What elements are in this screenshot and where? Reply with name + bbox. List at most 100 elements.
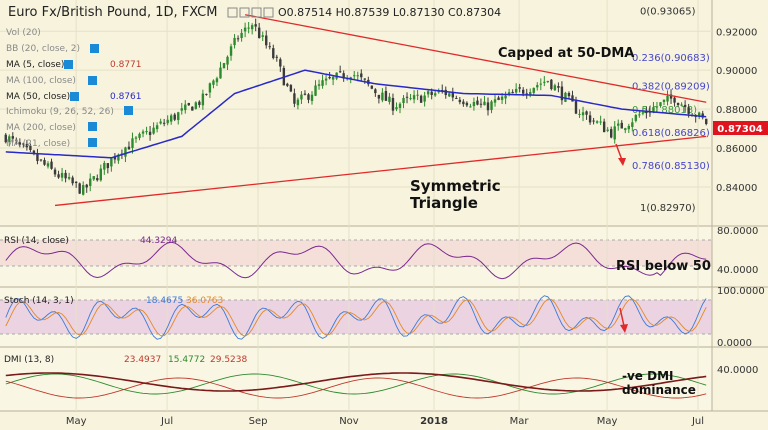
legend-ma21-eye-icon[interactable]: [88, 138, 97, 147]
triangle-trendlines[interactable]: [54, 14, 707, 207]
candles[interactable]: [4, 18, 708, 196]
candle-body-152: [539, 83, 542, 85]
candle-body-108: [384, 91, 388, 101]
x-tick-3: Nov: [339, 416, 359, 427]
dmi-panel[interactable]: [0, 348, 712, 410]
candle-body-150: [532, 87, 535, 93]
more-icon[interactable]: [263, 7, 274, 18]
candle-body-0: [4, 134, 7, 143]
x-tick-6: May: [597, 416, 618, 427]
candle-body-87: [310, 94, 314, 101]
triangle-annotation-line2: Triangle: [410, 194, 478, 212]
dmi-minus-value: 15.4772: [168, 355, 205, 365]
candle-body-32: [117, 154, 120, 161]
legend-ichimoku-eye-icon[interactable]: [124, 106, 133, 115]
legend-ma21[interactable]: MA (21, close): [6, 139, 70, 149]
candle-body-120: [426, 91, 430, 95]
legend-ma200-eye-icon[interactable]: [88, 122, 97, 131]
candle-body-109: [388, 96, 391, 102]
legend-vol[interactable]: Vol (20): [6, 28, 41, 38]
candle-body-43: [155, 125, 159, 130]
candle-body-188: [666, 95, 669, 102]
remove-icon[interactable]: [251, 7, 262, 18]
stoch-down-arrow: [619, 307, 628, 333]
stoch-k-line: [5, 295, 707, 340]
settings-icon[interactable]: [239, 7, 250, 18]
price-down-arrow: [615, 143, 626, 166]
candle-body-143: [507, 92, 511, 95]
fib-label-6: 1(0.82970): [640, 203, 696, 214]
rsi-label[interactable]: RSI (14, close): [4, 236, 69, 246]
y-tick-3: 0.86000: [716, 144, 757, 155]
legend-ma50[interactable]: MA (50, close): [6, 92, 70, 102]
stoch-label[interactable]: Stoch (14, 3, 1): [4, 296, 74, 306]
last-price-value: 0.87304: [717, 124, 763, 135]
candle-body-25: [92, 176, 95, 180]
candle-body-19: [71, 177, 74, 184]
candle-body-59: [212, 80, 215, 85]
candle-body-50: [180, 108, 183, 111]
candle-body-34: [124, 147, 127, 157]
candle-body-155: [550, 79, 553, 90]
candle-body-138: [490, 101, 493, 111]
candle-body-181: [641, 112, 645, 114]
candle-body-102: [363, 78, 366, 80]
candle-body-96: [342, 73, 345, 79]
candle-body-57: [205, 93, 208, 95]
candle-body-132: [469, 106, 472, 108]
chart-header[interactable]: Euro Fx/British Pound, 1D, FXCM O0.87514…: [8, 5, 501, 20]
candle-body-107: [381, 92, 384, 101]
candle-body-130: [462, 101, 465, 105]
candle-body-3: [15, 139, 18, 141]
y-tick-2: 0.88000: [716, 105, 757, 116]
candle-body-51: [184, 104, 187, 111]
legend-ma5-eye-icon[interactable]: [64, 60, 73, 69]
legend-ma100[interactable]: MA (100, close): [6, 76, 76, 86]
candle-body-142: [504, 95, 507, 99]
dmi-annotation-line1: -ve DMI: [622, 369, 674, 383]
candle-body-6: [25, 143, 29, 148]
indicator-legend[interactable]: Vol (20) BB (20, close, 2) MA (5, close)…: [6, 28, 142, 149]
candle-body-176: [624, 128, 627, 131]
legend-ma200[interactable]: MA (200, close): [6, 123, 76, 133]
candle-body-20: [74, 181, 78, 184]
rsi-annotation: RSI below 50: [616, 259, 711, 274]
price-axis-ticks: 0.92000 0.90000 0.88000 0.86000 0.84000: [716, 27, 757, 194]
candle-body-73: [261, 35, 264, 37]
legend-bb[interactable]: BB (20, close, 2): [6, 44, 80, 54]
candle-body-26: [96, 178, 99, 181]
eye-icon[interactable]: [227, 7, 238, 18]
candle-body-70: [250, 25, 254, 30]
dmi-label[interactable]: DMI (13, 8): [4, 355, 54, 365]
rsi-value: 44.3294: [140, 236, 177, 246]
candle-body-42: [152, 127, 155, 134]
legend-bb-eye-icon[interactable]: [90, 44, 99, 53]
legend-ichimoku[interactable]: Ichimoku (9, 26, 52, 26): [6, 107, 114, 117]
candle-body-158: [560, 86, 564, 101]
candle-body-160: [567, 92, 571, 97]
trendline-lower: [54, 135, 707, 207]
legend-ma100-eye-icon[interactable]: [88, 76, 97, 85]
x-tick-0: May: [66, 416, 87, 427]
candle-body-8: [32, 150, 36, 154]
legend-ma5[interactable]: MA (5, close): [6, 60, 64, 70]
candle-body-172: [610, 129, 613, 138]
candle-body-192: [680, 104, 683, 106]
candle-body-105: [374, 89, 377, 94]
candle-body-156: [553, 85, 557, 91]
candle-body-139: [493, 99, 497, 103]
candle-body-159: [564, 92, 567, 102]
candle-body-164: [581, 112, 585, 116]
y-tick-4: 0.84000: [716, 183, 757, 194]
candle-body-177: [627, 125, 630, 130]
candle-body-69: [247, 27, 250, 29]
candle-body-76: [272, 48, 275, 59]
rsi-line: [5, 241, 707, 280]
triangle-annotation-line1: Symmetric: [410, 177, 501, 195]
legend-ma50-eye-icon[interactable]: [70, 92, 79, 101]
candle-body-151: [536, 85, 539, 88]
rsi-axis-40: 40.0000: [717, 265, 758, 276]
stoch-d-value: 36.0763: [186, 296, 223, 306]
candle-body-40: [145, 131, 148, 133]
